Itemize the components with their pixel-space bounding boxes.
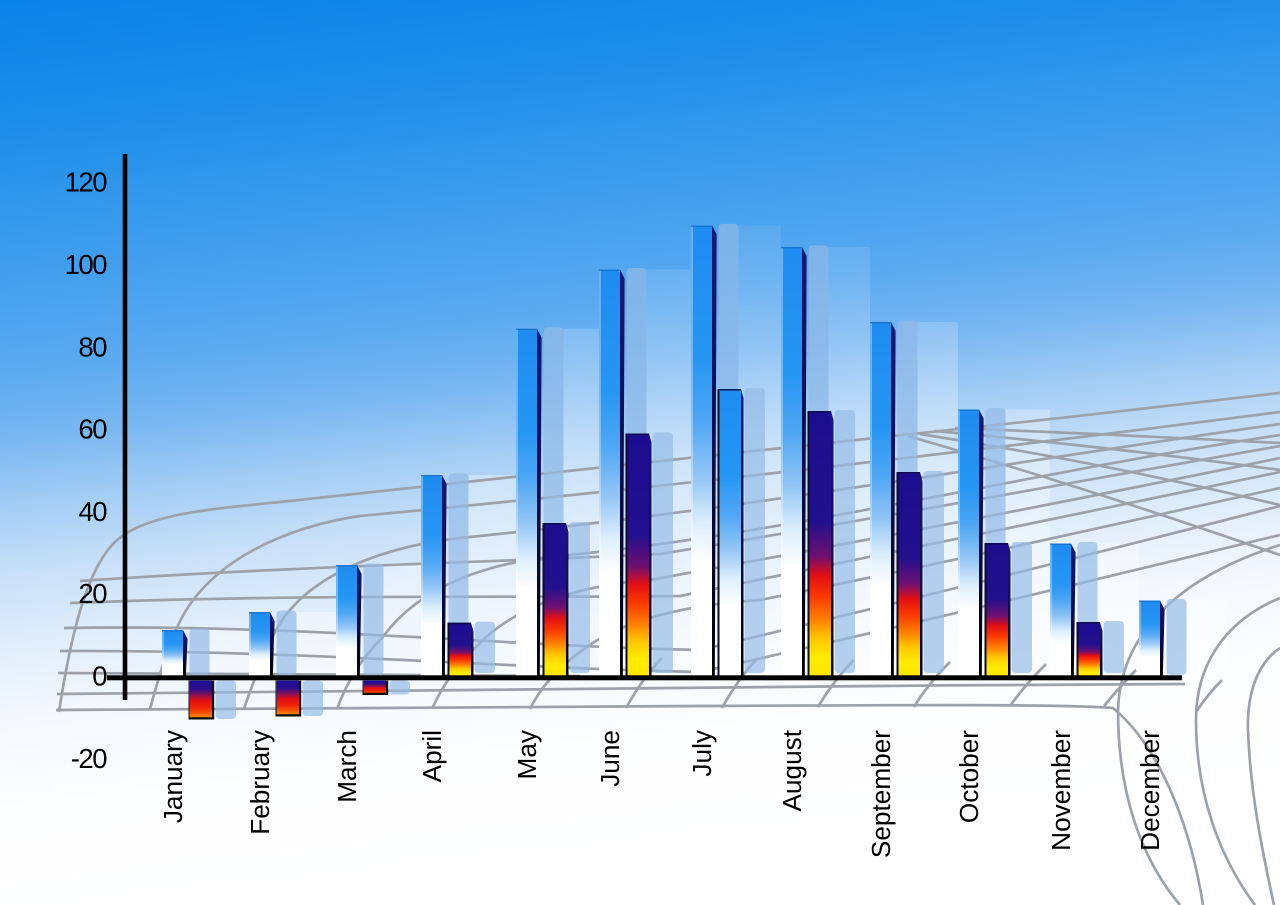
- svg-text:120: 120: [65, 167, 108, 198]
- svg-text:40: 40: [78, 496, 107, 527]
- svg-text:March: March: [332, 730, 362, 803]
- svg-text:100: 100: [65, 249, 108, 280]
- svg-text:November: November: [1046, 730, 1076, 851]
- svg-text:October: October: [954, 730, 984, 823]
- svg-text:January: January: [158, 729, 188, 823]
- svg-text:December: December: [1135, 730, 1165, 851]
- svg-text:August: August: [777, 729, 807, 811]
- svg-text:July: July: [687, 729, 717, 776]
- svg-text:80: 80: [78, 331, 107, 362]
- svg-text:February: February: [245, 729, 275, 835]
- svg-text:-20: -20: [71, 743, 107, 774]
- svg-text:0: 0: [92, 661, 107, 692]
- svg-text:June: June: [595, 730, 625, 787]
- svg-text:April: April: [417, 730, 447, 782]
- svg-text:May: May: [512, 729, 542, 779]
- svg-text:60: 60: [78, 414, 107, 445]
- svg-text:20: 20: [78, 578, 107, 609]
- svg-text:September: September: [866, 730, 896, 858]
